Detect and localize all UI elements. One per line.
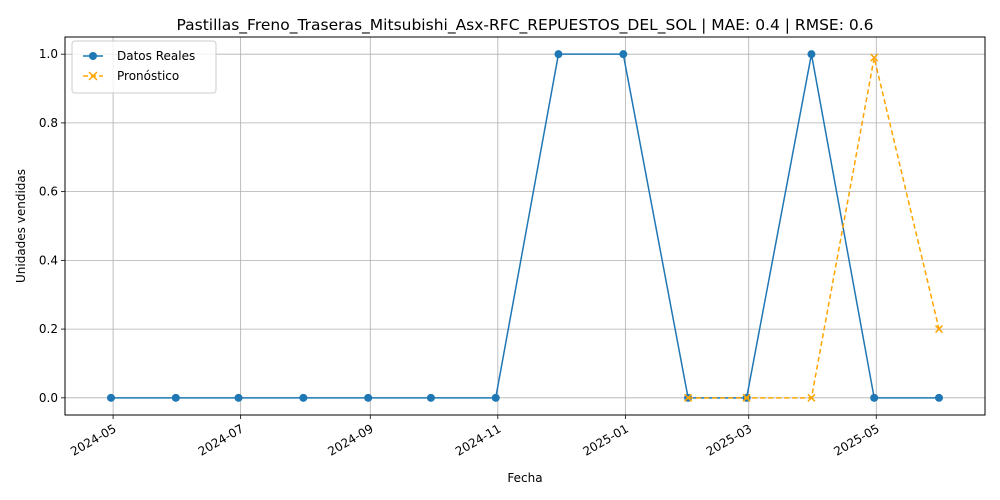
- series-line-actual: [111, 53, 939, 399]
- data-point-forecast: [870, 53, 879, 62]
- axis-ticks: 2024-05 2024-07 2024-09 2024-11 2025-01 2025-…: [39, 47, 882, 458]
- data-point-actual: [807, 50, 816, 59]
- x-tick-label: 2025-01: [580, 421, 630, 458]
- x-tick-label: 2024-11: [453, 421, 503, 458]
- data-point-actual: [171, 393, 180, 402]
- x-tick-label: 2025-03: [704, 421, 754, 458]
- data-point-actual: [870, 393, 879, 402]
- data-point-actual: [107, 393, 115, 402]
- legend-label-forecast: Pronóstico: [117, 69, 179, 83]
- data-point-forecast: [742, 393, 751, 402]
- legend-label-actual: Datos Reales: [117, 49, 195, 63]
- data-point-actual: [491, 393, 500, 402]
- data-point-forecast: [934, 325, 944, 334]
- chart-title: Pastillas_Freno_Traseras_Mitsubishi_Asx-…: [176, 16, 873, 35]
- legend-marker-actual: [89, 52, 97, 60]
- y-axis-title: Unidades vendidas: [14, 169, 28, 283]
- legend: Datos Reales Pronóstico: [71, 40, 217, 94]
- y-tick-label: 0.8: [39, 116, 58, 130]
- data-point-actual: [364, 393, 373, 402]
- legend-marker-forecast: [88, 71, 98, 81]
- data-point-actual: [935, 393, 943, 402]
- y-tick-label: 0.0: [39, 391, 58, 405]
- plot-frame: [64, 36, 986, 416]
- data-point-forecast: [807, 393, 816, 402]
- data-point-actual: [619, 50, 628, 59]
- x-tick-label: 2024-07: [196, 421, 246, 458]
- y-tick-label: 0.4: [39, 253, 58, 267]
- data-point-actual: [426, 393, 435, 402]
- x-tick-label: 2024-09: [325, 421, 375, 458]
- data-point-forecast: [684, 393, 693, 402]
- legend-frame: [71, 40, 217, 94]
- data-point-actual: [554, 50, 563, 59]
- x-tick-label: 2025-05: [831, 421, 881, 458]
- series-line-forecast: [688, 57, 940, 399]
- y-tick-label: 0.2: [39, 322, 58, 336]
- plot-series: [107, 50, 944, 402]
- x-tick-label: 2024-05: [68, 421, 118, 458]
- data-point-actual: [234, 393, 243, 402]
- y-tick-label: 1.0: [39, 47, 58, 61]
- x-axis-title: Fecha: [507, 471, 542, 485]
- grid: [65, 37, 985, 415]
- y-tick-label: 0.6: [39, 185, 58, 199]
- data-point-actual: [299, 393, 308, 402]
